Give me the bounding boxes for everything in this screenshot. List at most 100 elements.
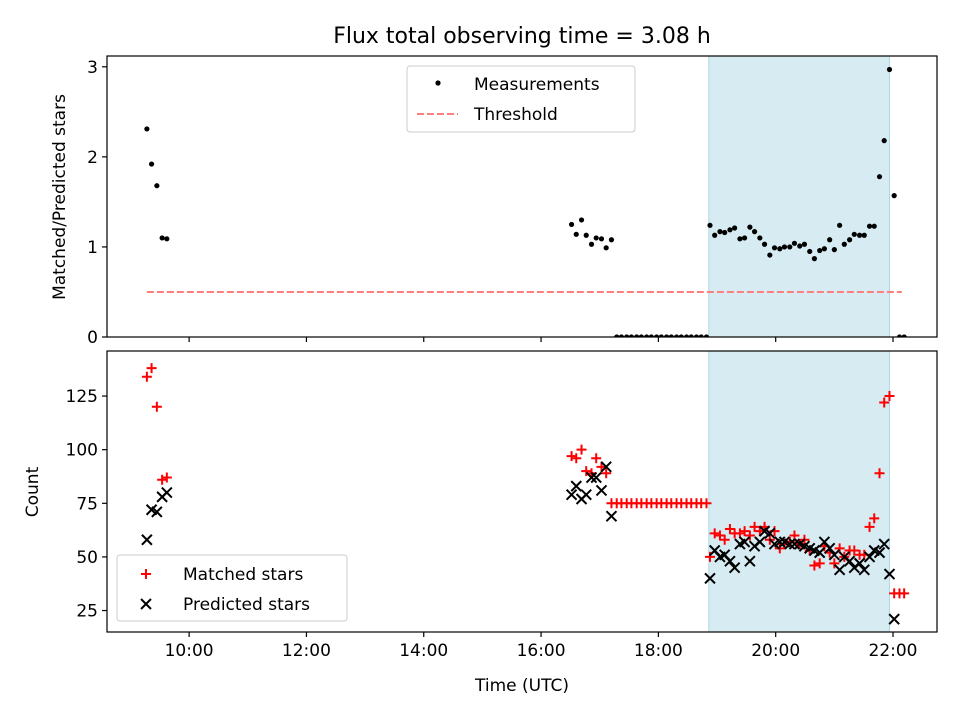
matched-star-point [581, 466, 592, 477]
measurement-point [807, 248, 813, 255]
predicted-star-point [833, 564, 846, 576]
predicted-star-point [863, 551, 876, 563]
measurement-point [886, 66, 893, 73]
matched-star-point [151, 401, 162, 412]
predicted-star-point [888, 613, 900, 625]
predicted-star-point [744, 555, 756, 567]
predicted-star-point [878, 538, 890, 550]
y-tick-label: 125 [66, 387, 98, 407]
measurement-point [603, 245, 609, 251]
predicted-star-point [570, 480, 582, 492]
y-tick-label: 75 [76, 494, 98, 514]
measurement-point [678, 334, 684, 337]
y-tick-label: 3 [87, 58, 98, 78]
measurement-point [866, 223, 873, 229]
bottom-legend: Matched stars Predicted stars [116, 554, 348, 622]
top-legend: Measurements Threshold [406, 65, 636, 133]
measurement-point [771, 245, 778, 251]
measurement-point [688, 334, 694, 337]
plot-area [144, 66, 907, 337]
measurement-point [663, 334, 670, 337]
predicted-star-point [853, 557, 866, 570]
matched-star-point [591, 453, 602, 464]
predicted-star-point [585, 471, 598, 484]
axes-frame [106, 350, 938, 633]
predicted-star-point [813, 546, 826, 559]
x-tick-label: 20:00 [751, 641, 800, 661]
measurement-point [761, 241, 768, 247]
measurement-point [683, 334, 690, 337]
measurement-point [837, 222, 843, 228]
measurement-point [777, 246, 783, 252]
measurement-point [618, 334, 625, 337]
measurement-point [573, 231, 579, 237]
legend-box [406, 65, 636, 133]
measurement-point [871, 223, 877, 229]
predicted-star-point [883, 568, 896, 580]
measurement-point [727, 227, 733, 233]
measurement-point [583, 232, 589, 238]
matched-star-point [141, 371, 152, 382]
measurement-point [896, 334, 903, 337]
predicted-star-point [605, 510, 618, 522]
measurement-point [856, 232, 863, 238]
measurement-point [717, 229, 723, 235]
measurement-point [144, 126, 150, 132]
measurement-point [148, 161, 155, 167]
matched-star-point [809, 560, 820, 571]
predicted-star-point [858, 564, 870, 576]
bottom-axes: 25 50 75 100 125 10:00 12:00 14:00 16:00 18:00 20:… [66, 350, 938, 661]
measurement-point [757, 235, 763, 241]
legend-predicted-label: Predicted stars [183, 595, 310, 615]
matched-star-point [849, 545, 860, 556]
measurement-point [722, 229, 728, 236]
predicted-star-point [595, 484, 608, 497]
matched-star-point [864, 521, 875, 532]
measurement-point [742, 235, 748, 241]
legend-predicted-marker [140, 598, 152, 610]
matched-star-point [601, 468, 612, 479]
measurement-point [707, 222, 713, 228]
predicted-star-point [728, 561, 741, 574]
measurement-point [791, 240, 798, 246]
matched-star-point [576, 444, 587, 455]
matched-star-point [701, 498, 712, 509]
measurement-point [841, 241, 847, 247]
predicted-star-point [738, 536, 751, 548]
matched-star-point [749, 521, 760, 532]
measurement-point [737, 236, 743, 242]
axes-frame [106, 55, 938, 338]
bottom-ylabel: Count [23, 466, 43, 517]
measurement-point [593, 235, 599, 241]
measurement-point [598, 236, 605, 242]
legend-threshold-label: Threshold [473, 105, 558, 125]
matched-star-point [571, 453, 582, 464]
matched-star-point [719, 534, 730, 545]
x-tick-label: 22:00 [869, 641, 918, 661]
predicted-star-point [754, 536, 766, 548]
measurement-point [588, 241, 595, 247]
predicted-star-point [764, 527, 776, 540]
measurement-point [881, 138, 887, 144]
matched-star-point [157, 474, 168, 485]
measurement-point [827, 237, 833, 243]
measurement-point [578, 217, 585, 223]
legend-measurements-label: Measurements [474, 75, 600, 95]
measurement-point [644, 334, 650, 337]
measurement-point [568, 221, 575, 228]
predicted-star-point [704, 572, 716, 585]
measurement-point [847, 237, 853, 243]
measurement-point [608, 237, 615, 243]
measurement-point [628, 334, 634, 337]
matched-star-point [884, 391, 895, 402]
legend-measurements-marker [435, 80, 441, 86]
predicted-star-point [161, 486, 173, 499]
predicted-star-point [873, 546, 886, 559]
y-tick-label: 50 [76, 548, 98, 568]
measurement-point [638, 334, 644, 337]
matched-star-point [744, 530, 755, 541]
matched-star-point [879, 397, 890, 408]
measurement-point [712, 232, 718, 238]
measurement-point [781, 244, 788, 250]
